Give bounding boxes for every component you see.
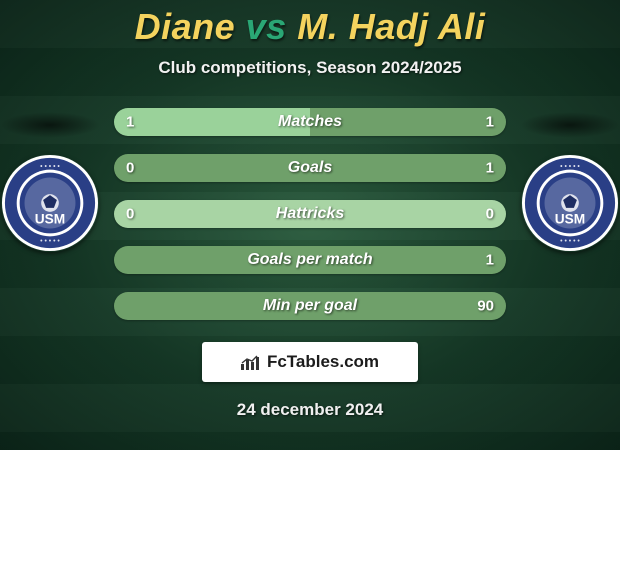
bar-label: Min per goal [263, 297, 357, 315]
club-crest-right: USM • • • • • • • • • • [521, 154, 619, 252]
content-row: USM • • • • • • • • • • Matches 1 1 Goals 0 1… [0, 108, 620, 320]
chart-icon [241, 354, 261, 370]
bar-value-left: 0 [126, 206, 134, 223]
subtitle: Club competitions, Season 2024/2025 [0, 58, 620, 78]
svg-text:• • • • •: • • • • • [560, 238, 580, 245]
bar-value-left: 1 [126, 114, 134, 131]
svg-text:USM: USM [555, 212, 586, 227]
svg-text:• • • • •: • • • • • [40, 238, 60, 245]
title-player2: M. Hadj Ali [297, 6, 485, 47]
date-line: 24 december 2024 [0, 400, 620, 420]
branding-text: FcTables.com [267, 352, 379, 372]
bar-label: Matches [278, 113, 342, 131]
bar-value-right: 1 [486, 114, 494, 131]
svg-text:• • • • •: • • • • • [560, 164, 580, 171]
left-side: USM • • • • • • • • • • [0, 108, 100, 252]
title-player1: Diane [135, 6, 236, 47]
club-crest-left: USM • • • • • • • • • • [1, 154, 99, 252]
bar-value-right: 1 [486, 252, 494, 269]
stat-bar: Min per goal 90 [114, 292, 506, 320]
bar-value-right: 90 [477, 298, 494, 315]
comparison-widget: Diane vs M. Hadj Ali Club competitions, … [0, 0, 620, 450]
player-shadow-left [0, 112, 100, 138]
bar-label: Goals per match [247, 251, 372, 269]
bar-label: Hattricks [276, 205, 344, 223]
branding-badge[interactable]: FcTables.com [202, 342, 418, 382]
bar-value-left: 0 [126, 160, 134, 177]
svg-text:USM: USM [35, 212, 65, 227]
bar-value-right: 0 [486, 206, 494, 223]
player-shadow-right [520, 112, 620, 138]
svg-text:• • • • •: • • • • • [40, 164, 60, 171]
stat-bars: Matches 1 1 Goals 0 1 Hattricks 0 0 Goals per mat… [114, 108, 506, 320]
stat-bar: Goals 0 1 [114, 154, 506, 182]
title: Diane vs M. Hadj Ali [0, 0, 620, 48]
bar-label: Goals [288, 159, 332, 177]
title-vs: vs [246, 6, 287, 47]
stat-bar: Hattricks 0 0 [114, 200, 506, 228]
stat-bar: Matches 1 1 [114, 108, 506, 136]
right-side: USM • • • • • • • • • • [520, 108, 620, 252]
stat-bar: Goals per match 1 [114, 246, 506, 274]
bar-value-right: 1 [486, 160, 494, 177]
